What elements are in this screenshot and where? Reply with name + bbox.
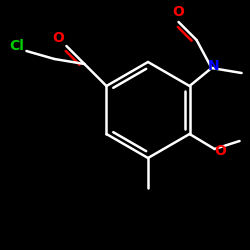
- Text: O: O: [215, 144, 226, 158]
- Text: N: N: [208, 59, 220, 73]
- Text: O: O: [52, 31, 64, 45]
- Text: O: O: [173, 5, 184, 19]
- Text: Cl: Cl: [9, 39, 24, 53]
